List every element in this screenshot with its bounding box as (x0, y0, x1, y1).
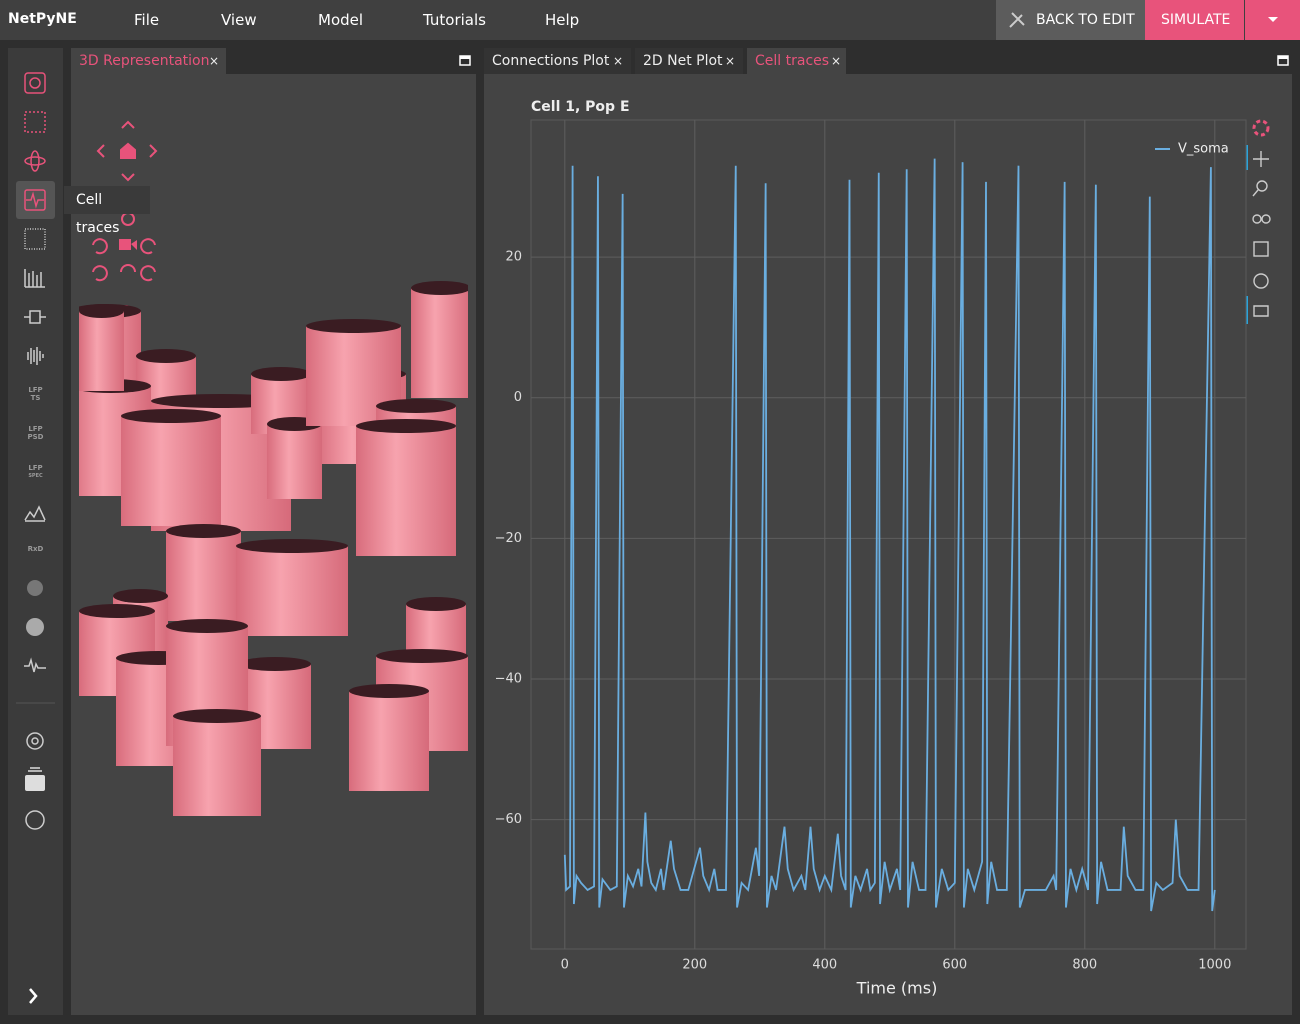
menu-item[interactable]: Model (318, 11, 364, 29)
y-tick-label: −60 (495, 812, 522, 827)
modebar (1252, 119, 1271, 317)
cylinder-top (166, 524, 241, 538)
cylinder-top (79, 304, 124, 318)
cylinder-top (349, 684, 429, 698)
cylinder-body (173, 716, 261, 816)
label-top: RxD (27, 545, 44, 553)
cylinder-top (121, 409, 221, 423)
sidebar-label[interactable]: LFP PSD (8, 425, 63, 441)
cylinder-top (406, 597, 466, 611)
trace-line (563, 158, 1216, 912)
cylinder-top (79, 604, 155, 618)
legend-label: V_soma (1178, 142, 1229, 157)
menu-item[interactable]: Tutorials (423, 11, 486, 29)
x-tick-label: 800 (1072, 958, 1097, 973)
cylinder-body (79, 311, 124, 391)
x-tick-label: 1000 (1198, 958, 1231, 973)
y-tick-label: 0 (514, 390, 522, 405)
cylinder-top (376, 399, 456, 413)
maximize-icon[interactable] (1277, 55, 1289, 67)
tab-close[interactable]: × (613, 54, 624, 68)
button-label: SIMULATE (1161, 12, 1231, 28)
top-bar: NetPyNE File View Model Tutorials Help B… (0, 0, 1300, 40)
cylinder-body (349, 691, 429, 791)
x-tick-label: 600 (942, 958, 967, 973)
tab[interactable]: 2D Net Plot × (635, 48, 743, 74)
cylinder-body (411, 288, 468, 398)
cylinder-top (251, 367, 311, 381)
edit-icon (1009, 12, 1025, 28)
x-tick-label: 200 (682, 958, 707, 973)
x-axis-label: Time (ms) (856, 979, 938, 998)
menu-item[interactable]: View (221, 11, 257, 29)
cylinders (79, 281, 468, 816)
cylinder-top (356, 419, 456, 433)
cylinder-top (113, 589, 168, 603)
tab[interactable]: Connections Plot × (484, 48, 631, 74)
label-bottom: PSD (27, 433, 44, 441)
cylinder-body (236, 546, 348, 636)
back-to-edit-button[interactable]: BACK TO EDIT (996, 0, 1145, 40)
chart-title: Cell 1, Pop E (531, 99, 630, 115)
cylinder-top (411, 281, 468, 295)
cylinder-top (306, 319, 401, 333)
label-bottom: TS (30, 394, 41, 402)
tab-close[interactable]: × (831, 54, 842, 68)
cylinder-top (166, 619, 248, 633)
button-label: BACK TO EDIT (1036, 12, 1135, 28)
label-bottom: SPEC (28, 473, 43, 479)
sidebar-label[interactable]: LFP SPEC (8, 464, 63, 480)
app-name: NetPyNE (8, 11, 77, 27)
cylinder-body (121, 416, 221, 526)
tab-label: Cell traces (755, 53, 830, 69)
cylinder-top (236, 539, 348, 553)
cylinder-body (166, 531, 241, 621)
cylinder-top (239, 657, 311, 671)
tooltip: Cell traces (64, 186, 150, 236)
tab-label: 2D Net Plot (643, 53, 723, 69)
tab-label: Connections Plot (492, 53, 610, 69)
label-top: LFP (28, 425, 43, 433)
sidebar-label[interactable]: RxD (8, 545, 63, 553)
3d-view (79, 55, 471, 816)
tab-active[interactable]: 3D Representation × (71, 48, 226, 74)
x-tick-label: 400 (812, 958, 837, 973)
tab-close[interactable]: × (209, 54, 220, 68)
label-top: LFP (28, 464, 43, 472)
tab-close[interactable]: × (725, 54, 736, 68)
y-tick-label: −40 (495, 671, 522, 686)
cylinder-body (356, 426, 456, 556)
cylinder-top (376, 649, 468, 663)
menu-item[interactable]: File (134, 11, 160, 29)
simulate-dropdown[interactable] (1245, 0, 1300, 40)
x-tick-label: 0 (561, 958, 569, 973)
plot-frame (530, 119, 1247, 950)
sidebar-icons (16, 72, 55, 1004)
cylinder-top (136, 349, 196, 363)
tab-label: 3D Representation (79, 53, 210, 69)
dropdown-arrow (1268, 17, 1278, 22)
simulate-button[interactable]: SIMULATE (1145, 0, 1244, 40)
cylinder-top (173, 709, 261, 723)
label-top: LFP (28, 386, 43, 394)
y-tick-label: −20 (495, 531, 522, 546)
cylinder-body (267, 424, 322, 499)
right-panel (484, 74, 1292, 1015)
menu-item[interactable]: Help (545, 11, 580, 29)
sidebar-label[interactable]: LFP TS (8, 386, 63, 402)
tab-active[interactable]: Cell traces × (747, 48, 846, 74)
y-tick-label: 20 (505, 250, 522, 265)
